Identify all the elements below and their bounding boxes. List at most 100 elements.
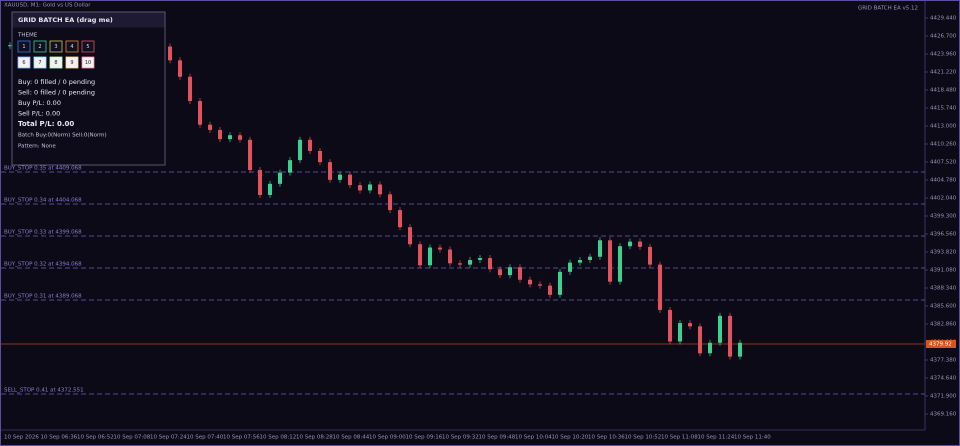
- candle: [348, 174, 352, 186]
- candle: [688, 323, 692, 327]
- order-label: BUY_STOP 0.34 at 4404.068: [4, 198, 82, 204]
- price-label: 4426.700: [930, 34, 957, 40]
- candle: [708, 342, 712, 354]
- candle: [698, 326, 702, 354]
- candle: [448, 249, 452, 264]
- time-label: 10 Sep 09:48: [479, 435, 516, 441]
- candle: [728, 315, 732, 357]
- order-label: BUY_STOP 0.35 at 4409.068: [4, 166, 82, 172]
- candle: [378, 184, 382, 195]
- candle: [268, 183, 272, 195]
- candle: [178, 60, 182, 77]
- time-label: 10 Sep 10:04: [515, 435, 552, 441]
- candle: [428, 247, 432, 266]
- candle: [8, 45, 12, 47]
- order-label: BUY_STOP 0.33 at 4399.068: [4, 230, 82, 236]
- candle: [248, 139, 252, 171]
- panel-header[interactable]: [12, 12, 165, 28]
- price-label: 4429.440: [930, 16, 957, 22]
- price-label: 4404.780: [930, 178, 957, 184]
- candle: [538, 284, 542, 286]
- price-label: 4374.640: [930, 376, 957, 382]
- candle: [648, 246, 652, 265]
- candle: [678, 323, 682, 342]
- price-label: 4399.300: [930, 214, 957, 220]
- theme-button[interactable]: [49, 56, 63, 69]
- theme-button[interactable]: [17, 40, 31, 53]
- time-label: 10 Sep 08:44: [333, 435, 370, 441]
- candle: [478, 258, 482, 261]
- candle: [198, 101, 202, 125]
- time-label: 10 Sep 07:56: [223, 435, 260, 441]
- price-label: 4410.260: [930, 142, 957, 148]
- time-label: 10 Sep 10:52: [625, 435, 662, 441]
- status-line: Sell: 0 filled / 0 pending: [18, 89, 95, 97]
- theme-button-label: 10: [85, 60, 91, 66]
- price-label: 4385.600: [930, 304, 957, 310]
- panel-title: GRID BATCH EA (drag me): [18, 16, 113, 24]
- pattern-status: Pattern: None: [18, 144, 56, 150]
- theme-button[interactable]: [81, 56, 95, 69]
- ea-name: GRID BATCH EA v5.12: [858, 6, 918, 12]
- theme-button[interactable]: [65, 56, 79, 69]
- candle: [288, 160, 292, 173]
- candle: [498, 269, 502, 276]
- price-label: 4369.160: [930, 412, 957, 418]
- batch-status: Batch Buy:0(Norm) Sell:0(Norm): [18, 133, 107, 139]
- price-label: 4413.000: [930, 124, 957, 130]
- time-label: 10 Sep 08:28: [296, 435, 333, 441]
- candle: [298, 139, 302, 161]
- price-label: 4423.960: [930, 52, 957, 58]
- time-label: 10 Sep 07:40: [187, 435, 224, 441]
- time-label: 10 Sep 11:40: [734, 435, 771, 441]
- theme-button-label: 6: [22, 60, 25, 66]
- time-label: 10 Sep 06:36: [41, 435, 78, 441]
- price-label: 4415.740: [930, 106, 957, 112]
- candle: [658, 264, 662, 310]
- price-label: 4391.080: [930, 268, 957, 274]
- candle: [418, 244, 422, 266]
- candle: [588, 256, 592, 261]
- candle: [168, 46, 172, 61]
- candle: [338, 174, 342, 180]
- status-line: Sell P/L: 0.00: [18, 110, 60, 118]
- time-label: 10 Sep 07:24: [150, 435, 187, 441]
- candle: [528, 279, 532, 285]
- theme-label: THEME: [17, 33, 38, 39]
- candle: [278, 172, 282, 184]
- theme-button[interactable]: [65, 40, 79, 53]
- time-label: 10 Sep 08:12: [260, 435, 297, 441]
- price-label: 4402.040: [930, 196, 957, 202]
- theme-button-label: 3: [54, 44, 57, 50]
- theme-button[interactable]: [17, 56, 31, 69]
- candle: [258, 170, 262, 195]
- price-label: 4393.820: [930, 250, 957, 256]
- candle: [408, 227, 412, 245]
- candle: [628, 241, 632, 247]
- price-label: 4377.380: [930, 358, 957, 364]
- time-label: 10 Sep 09:00: [369, 435, 406, 441]
- candle: [608, 240, 612, 282]
- candle: [218, 129, 222, 140]
- theme-button-label: 2: [38, 44, 41, 50]
- candle: [638, 241, 642, 247]
- theme-button-label: 9: [70, 60, 73, 66]
- ea-panel[interactable]: GRID BATCH EA (drag me) THEME 1 2 3 4 5 6 7 8 9 1…: [11, 11, 166, 166]
- theme-button[interactable]: [33, 56, 47, 69]
- candle: [668, 309, 672, 342]
- candle: [558, 271, 562, 295]
- candle: [738, 342, 742, 357]
- order-label: BUY_STOP 0.31 at 4389.068: [4, 294, 82, 300]
- theme-button-label: 1: [22, 44, 25, 50]
- candle: [518, 267, 522, 280]
- price-label: 4421.220: [930, 70, 957, 76]
- candle: [208, 124, 212, 130]
- theme-button[interactable]: [33, 40, 47, 53]
- time-label: 10 Sep 06:52: [77, 435, 114, 441]
- theme-button[interactable]: [81, 40, 95, 53]
- theme-button-label: 8: [54, 60, 57, 66]
- candle: [568, 262, 572, 272]
- price-label: 4407.520: [930, 160, 957, 166]
- theme-button[interactable]: [49, 40, 63, 53]
